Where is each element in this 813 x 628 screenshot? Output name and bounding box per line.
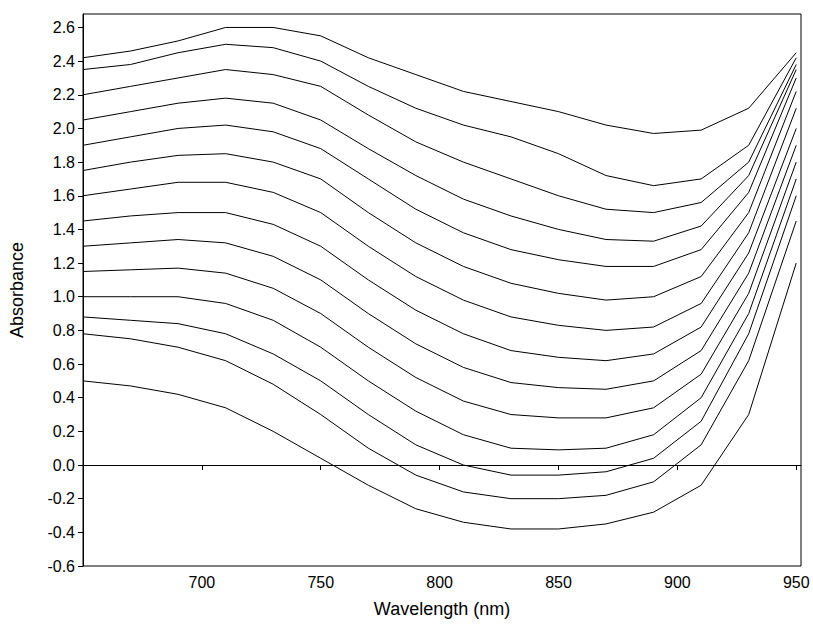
- svg-text:900: 900: [664, 574, 691, 591]
- svg-text:950: 950: [783, 574, 810, 591]
- svg-text:0.2: 0.2: [53, 423, 75, 440]
- svg-text:1.4: 1.4: [53, 221, 75, 238]
- svg-text:1.6: 1.6: [53, 187, 75, 204]
- svg-text:Absorbance: Absorbance: [7, 242, 27, 338]
- svg-text:0.8: 0.8: [53, 322, 75, 339]
- svg-text:0.6: 0.6: [53, 356, 75, 373]
- svg-text:1.0: 1.0: [53, 288, 75, 305]
- svg-text:750: 750: [307, 574, 334, 591]
- svg-text:2.2: 2.2: [53, 86, 75, 103]
- svg-text:Wavelength (nm): Wavelength (nm): [374, 599, 510, 619]
- svg-text:-0.2: -0.2: [47, 490, 75, 507]
- svg-text:-0.6: -0.6: [47, 558, 75, 575]
- svg-text:800: 800: [426, 574, 453, 591]
- svg-text:1.2: 1.2: [53, 255, 75, 272]
- svg-text:0.4: 0.4: [53, 389, 75, 406]
- svg-text:-0.4: -0.4: [47, 524, 75, 541]
- svg-text:850: 850: [545, 574, 572, 591]
- svg-text:2.6: 2.6: [53, 19, 75, 36]
- svg-text:1.8: 1.8: [53, 154, 75, 171]
- svg-text:2.0: 2.0: [53, 120, 75, 137]
- svg-text:0.0: 0.0: [53, 457, 75, 474]
- svg-text:2.4: 2.4: [53, 53, 75, 70]
- svg-text:700: 700: [189, 574, 216, 591]
